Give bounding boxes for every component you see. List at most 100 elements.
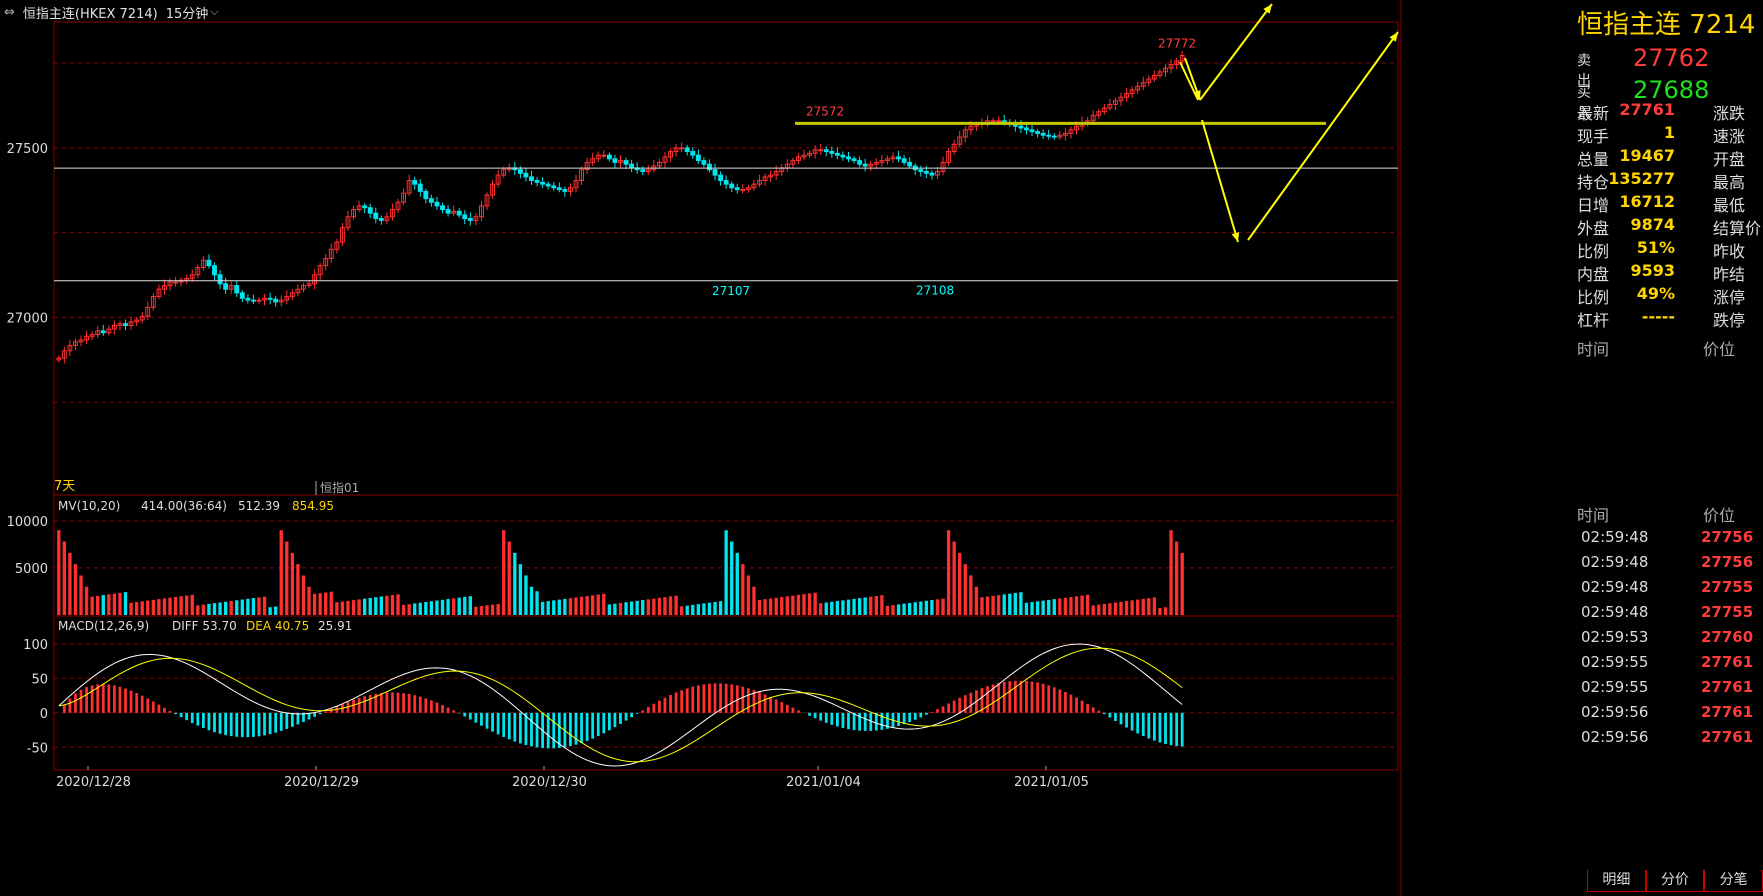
candle — [173, 281, 179, 284]
link-icon[interactable]: ⇔ — [4, 4, 15, 20]
chevron-down-icon[interactable]: ⌵ — [210, 5, 219, 18]
volume-bar — [585, 596, 589, 615]
volume-bar — [1041, 600, 1045, 615]
candle — [517, 169, 523, 174]
volume-bar — [502, 530, 506, 615]
candle — [384, 216, 390, 221]
y-tick-label: 5000 — [15, 562, 48, 577]
volume-bar — [741, 564, 745, 615]
tick-row[interactable]: 02:59:48 27755 — [1581, 578, 1754, 596]
candle — [128, 321, 134, 326]
candle — [401, 192, 407, 203]
volume-bar — [885, 605, 890, 615]
volume-bar — [79, 575, 83, 615]
candle — [868, 163, 874, 167]
macd-dea: DEA 40.75 — [246, 619, 309, 633]
tab-1[interactable]: 分价 — [1645, 870, 1705, 892]
volume-bar — [413, 603, 417, 615]
volume-bar — [1108, 603, 1112, 615]
candle — [884, 158, 890, 162]
tick-row[interactable]: 02:59:48 27756 — [1581, 528, 1754, 546]
candle — [834, 152, 840, 156]
candle — [729, 183, 735, 189]
volume-bar — [346, 600, 350, 615]
volume-bar — [1058, 598, 1062, 615]
quote-panel: 恒指主连 7214 卖出 27762 买入 27688 最新 27761 涨跌 现手 1… — [1573, 0, 1763, 896]
volume-bar — [218, 602, 222, 615]
candle — [334, 241, 340, 250]
candle — [1051, 135, 1057, 138]
candle — [317, 265, 323, 276]
volume-bar — [379, 596, 384, 615]
volume-bar — [919, 601, 923, 615]
volume-bar — [652, 598, 656, 615]
candle — [1057, 134, 1063, 138]
tick-row[interactable]: 02:59:55 27761 — [1581, 678, 1754, 696]
candle — [1174, 60, 1180, 66]
candle — [862, 163, 868, 167]
volume-bar — [468, 596, 472, 615]
volume-bar — [1019, 592, 1023, 615]
candle — [1124, 93, 1130, 98]
volume-bar — [546, 601, 550, 615]
volume-bar — [351, 600, 356, 615]
tab-0[interactable]: 明细 — [1587, 870, 1646, 892]
volume-bar — [1013, 592, 1018, 615]
candle — [812, 149, 818, 154]
tab-2[interactable]: 分笔 — [1704, 870, 1763, 892]
volume-bar — [1180, 552, 1184, 615]
volume-bar — [507, 541, 511, 615]
volume-bar — [123, 592, 128, 615]
volume-bar — [757, 599, 762, 615]
volume-bar — [279, 530, 283, 615]
tick-row[interactable]: 02:59:56 27761 — [1581, 728, 1754, 746]
tick-row[interactable]: 02:59:48 27755 — [1581, 603, 1754, 621]
candle — [139, 315, 145, 321]
volume-bar — [852, 598, 856, 615]
period-selector[interactable]: 15分钟 — [165, 6, 209, 22]
candle — [423, 190, 429, 200]
volume-bar — [1169, 530, 1173, 615]
candle — [1035, 131, 1041, 134]
volume-bar — [168, 597, 172, 615]
tick-row[interactable]: 02:59:48 27756 — [1581, 553, 1754, 571]
candle — [273, 298, 279, 303]
candle — [701, 160, 707, 165]
candle — [918, 169, 924, 172]
candle — [323, 257, 329, 267]
candle — [901, 158, 907, 163]
volume-bar — [952, 541, 956, 615]
candle — [946, 151, 952, 163]
level-label: 27572 — [806, 104, 844, 118]
volume-bar — [1102, 603, 1106, 615]
tick-row[interactable]: 02:59:53 27760 — [1581, 628, 1754, 646]
chart-area[interactable]: 27000 27500 27772 27572 27107 27108 7天 恒指01 5000… — [0, 0, 1572, 896]
volume-bar — [646, 599, 650, 615]
volume-bar — [374, 597, 378, 615]
x-tick-label: 2020/12/30 — [512, 775, 587, 790]
volume-bar — [563, 598, 567, 615]
volume-bar — [62, 541, 67, 615]
tick-row[interactable]: 02:59:55 27761 — [1581, 653, 1754, 671]
volume-bar — [390, 595, 395, 615]
candle — [1029, 129, 1035, 133]
tick-row[interactable]: 02:59:56 27761 — [1581, 703, 1754, 721]
chart-title: 恒指主连(HKEX 7214) — [22, 6, 158, 22]
candle — [606, 154, 612, 160]
candle — [451, 210, 457, 214]
candle — [462, 214, 468, 220]
volume-bar — [335, 602, 339, 615]
volume-bar — [596, 594, 600, 615]
candle — [840, 154, 846, 158]
volume-bar — [774, 597, 778, 615]
volume-bar — [735, 552, 739, 615]
y-tick-label: -50 — [27, 741, 48, 756]
candle — [89, 334, 95, 337]
volume-bar — [1069, 596, 1073, 615]
candle — [629, 163, 635, 169]
volume-bar — [362, 598, 367, 615]
candle — [262, 297, 267, 301]
candle — [440, 205, 445, 211]
stat-row: 比例 49% 涨停 — [1577, 284, 1746, 307]
x-tick-label: 2021/01/04 — [786, 775, 861, 790]
